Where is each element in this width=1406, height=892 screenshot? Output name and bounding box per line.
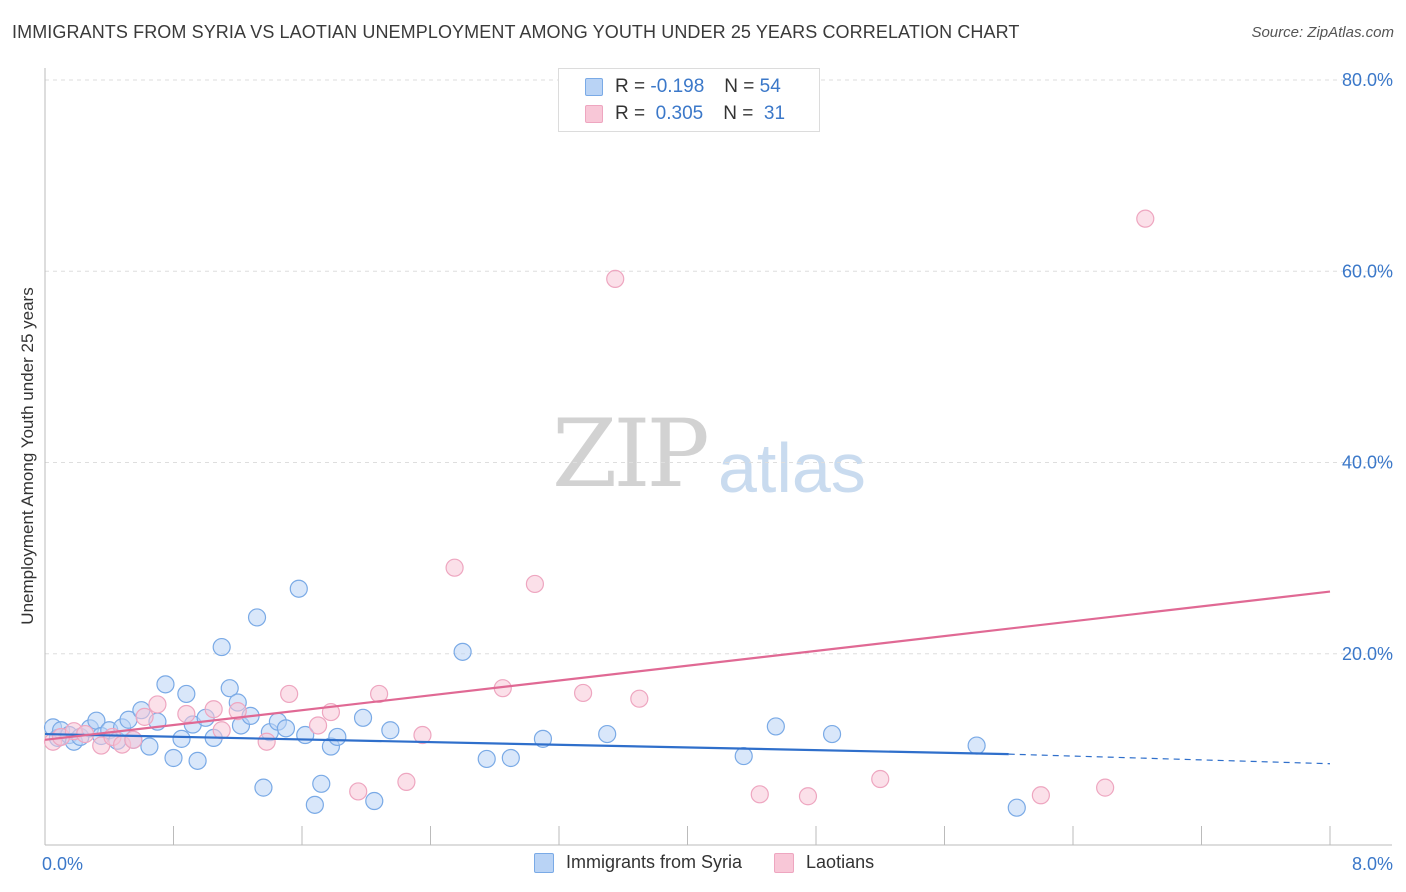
- point-laotians: [630, 689, 649, 708]
- legend-swatch-syria: [534, 852, 554, 873]
- point-laotians: [257, 732, 276, 751]
- syria-swatch: [585, 78, 603, 96]
- trendline-laotians: [44, 590, 1331, 741]
- legend-item-syria: Immigrants from Syria: [534, 852, 742, 873]
- chart-title: IMMIGRANTS FROM SYRIA VS LAOTIAN UNEMPLO…: [12, 22, 1020, 42]
- point-syria: [365, 791, 384, 811]
- point-laotians: [124, 730, 143, 749]
- laotians-r-value: 0.305: [655, 103, 704, 124]
- point-syria: [501, 748, 520, 768]
- point-syria: [188, 751, 207, 770]
- point-syria: [312, 774, 331, 793]
- point-laotians: [413, 725, 432, 745]
- point-syria: [353, 708, 373, 727]
- x-tick-label-max: 8.0%: [1352, 854, 1393, 874]
- point-syria: [533, 729, 553, 748]
- point-syria: [140, 737, 159, 756]
- point-syria: [289, 579, 308, 598]
- watermark-zip: ZIP: [552, 400, 710, 509]
- point-laotians: [1096, 778, 1115, 797]
- point-laotians: [204, 700, 223, 719]
- point-syria: [598, 724, 617, 744]
- point-syria: [220, 679, 239, 698]
- syria-n-label: N =: [724, 76, 755, 97]
- point-laotians: [1136, 209, 1155, 228]
- series-legend: Immigrants from Syria Laotians: [534, 852, 906, 873]
- syria-r-label: R =: [615, 76, 646, 97]
- trendline-syria: [44, 732, 1009, 756]
- point-laotians: [525, 574, 545, 594]
- point-laotians: [135, 707, 154, 726]
- point-laotians: [370, 684, 389, 704]
- point-laotians: [750, 785, 769, 804]
- point-syria: [477, 749, 496, 769]
- point-syria: [328, 727, 347, 747]
- point-syria: [212, 637, 231, 657]
- point-syria: [177, 684, 196, 704]
- point-syria: [172, 729, 191, 748]
- point-laotians: [349, 782, 368, 801]
- point-laotians: [871, 769, 890, 789]
- legend-item-laotians: Laotians: [774, 852, 874, 873]
- point-syria: [247, 608, 267, 627]
- point-syria: [822, 724, 842, 744]
- syria-n-value: 54: [759, 76, 781, 97]
- point-laotians: [148, 695, 167, 714]
- point-laotians: [798, 787, 818, 806]
- y-tick-label: 40.0%: [1342, 453, 1393, 473]
- point-syria: [1007, 798, 1026, 817]
- laotians-n-value: 31: [763, 103, 786, 124]
- point-syria: [156, 675, 175, 694]
- y-tick-label: 80.0%: [1342, 70, 1393, 90]
- legend-label-laotians: Laotians: [806, 852, 875, 872]
- y-tick-label: 20.0%: [1342, 644, 1393, 664]
- point-laotians: [1031, 786, 1050, 805]
- point-syria: [967, 736, 986, 755]
- syria-r-value: -0.198: [650, 76, 705, 97]
- point-laotians: [445, 558, 464, 577]
- point-laotians: [280, 684, 299, 704]
- point-syria: [381, 721, 400, 740]
- point-syria: [734, 746, 753, 766]
- point-laotians: [573, 683, 593, 703]
- source-label: Source: ZipAtlas.com: [1251, 24, 1394, 41]
- point-laotians: [397, 772, 416, 791]
- laotians-n-label: N =: [723, 103, 754, 124]
- point-syria: [766, 717, 785, 736]
- point-syria: [305, 795, 324, 814]
- point-syria: [254, 778, 273, 797]
- point-syria: [164, 748, 183, 768]
- point-laotians: [177, 704, 196, 724]
- stats-legend: R = -0.198 N = 54 R = 0.305 N = 31: [558, 68, 820, 132]
- point-laotians: [606, 269, 625, 288]
- stats-legend-row-laotians: R = 0.305 N = 31: [585, 103, 785, 125]
- trendline-extension-syria: [1008, 753, 1331, 765]
- point-syria: [453, 642, 472, 661]
- point-laotians: [228, 702, 247, 721]
- point-syria: [276, 719, 296, 738]
- watermark-atlas: atlas: [718, 429, 866, 507]
- point-laotians: [212, 721, 231, 740]
- stats-legend-row-syria: R = -0.198 N = 54: [585, 76, 781, 98]
- point-laotians: [308, 716, 328, 735]
- laotians-swatch: [585, 105, 603, 123]
- legend-swatch-laotians: [774, 852, 795, 873]
- y-tick-label: 60.0%: [1342, 261, 1393, 281]
- legend-label-syria: Immigrants from Syria: [566, 852, 743, 872]
- laotians-r-label: R =: [615, 103, 646, 124]
- x-tick-label-min: 0.0%: [42, 854, 83, 874]
